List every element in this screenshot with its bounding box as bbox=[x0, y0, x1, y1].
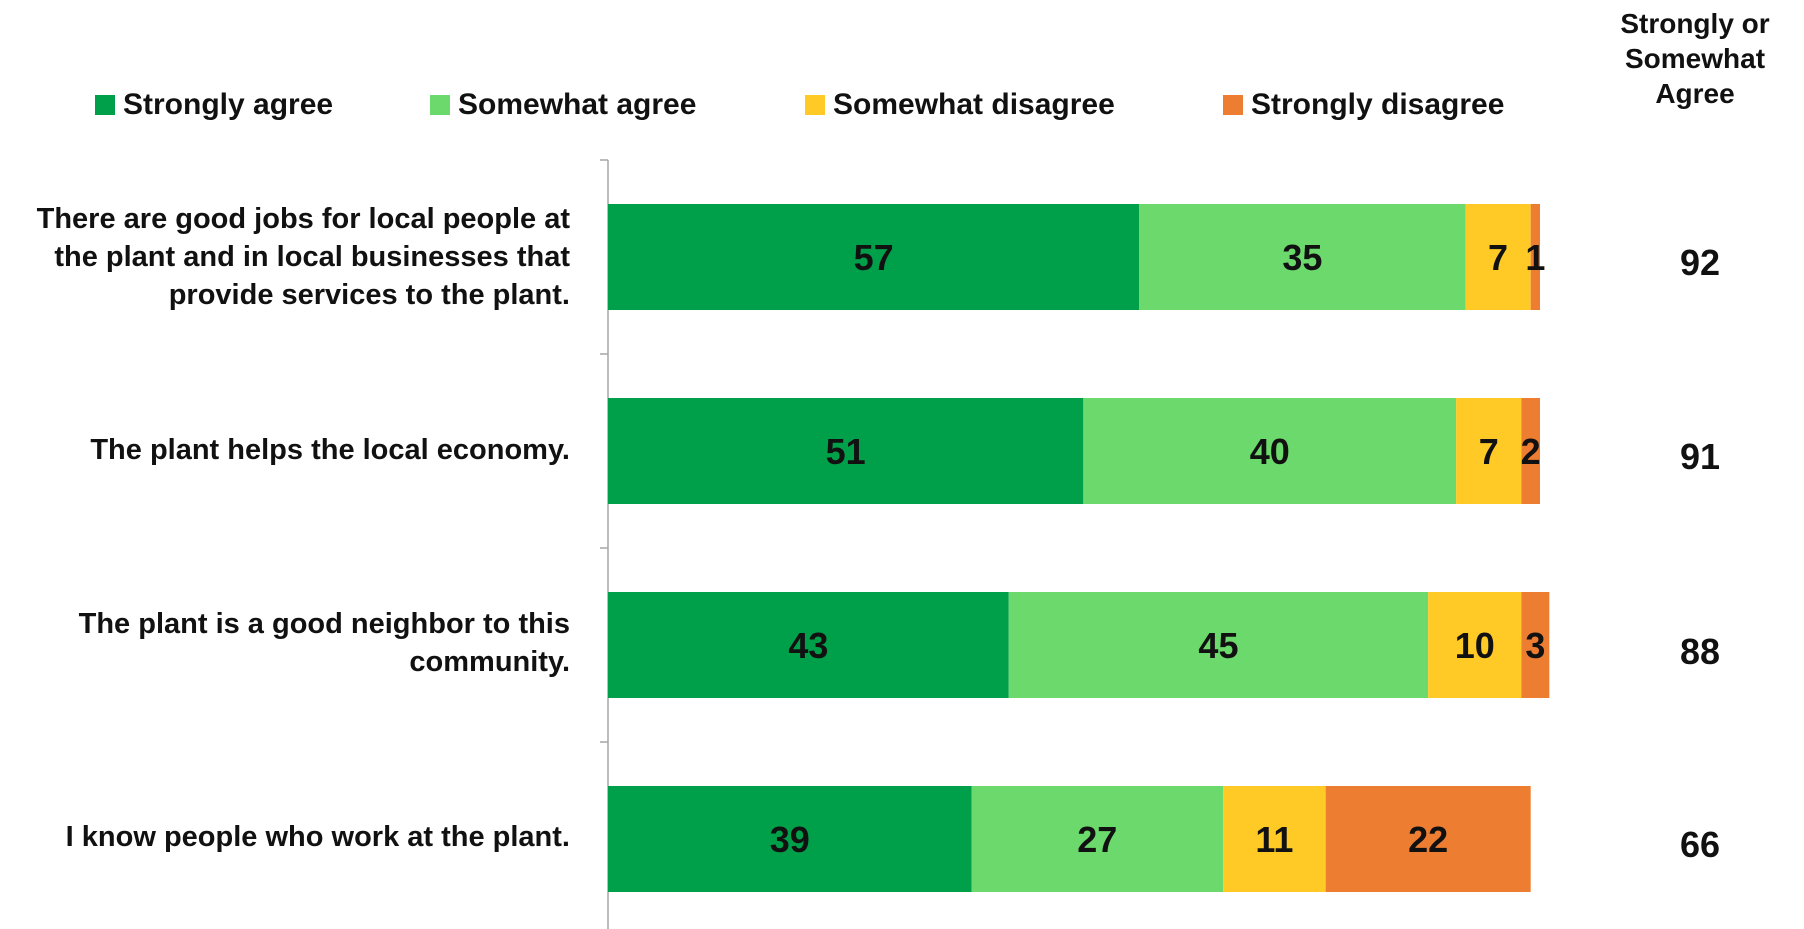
data-label-local-economy-somewhat-disagree: 7 bbox=[1479, 431, 1499, 472]
data-label-local-economy-somewhat-agree: 40 bbox=[1250, 431, 1290, 472]
data-label-know-people-strongly-disagree: 22 bbox=[1408, 819, 1448, 860]
data-label-good-neighbor-strongly-disagree: 3 bbox=[1525, 625, 1545, 666]
data-label-good-neighbor-somewhat-disagree: 10 bbox=[1455, 625, 1495, 666]
data-label-good-jobs-strongly-disagree: 1 bbox=[1525, 237, 1545, 278]
data-label-local-economy-strongly-agree: 51 bbox=[826, 431, 866, 472]
data-label-local-economy-strongly-disagree: 2 bbox=[1521, 431, 1541, 472]
data-label-good-neighbor-strongly-agree: 43 bbox=[788, 625, 828, 666]
data-label-know-people-somewhat-agree: 27 bbox=[1077, 819, 1117, 860]
data-label-know-people-somewhat-disagree: 11 bbox=[1255, 819, 1293, 860]
data-label-good-jobs-strongly-agree: 57 bbox=[854, 237, 894, 278]
data-label-good-neighbor-somewhat-agree: 45 bbox=[1198, 625, 1238, 666]
data-label-good-jobs-somewhat-disagree: 7 bbox=[1488, 237, 1508, 278]
data-label-know-people-strongly-agree: 39 bbox=[770, 819, 810, 860]
data-label-good-jobs-somewhat-agree: 35 bbox=[1282, 237, 1322, 278]
